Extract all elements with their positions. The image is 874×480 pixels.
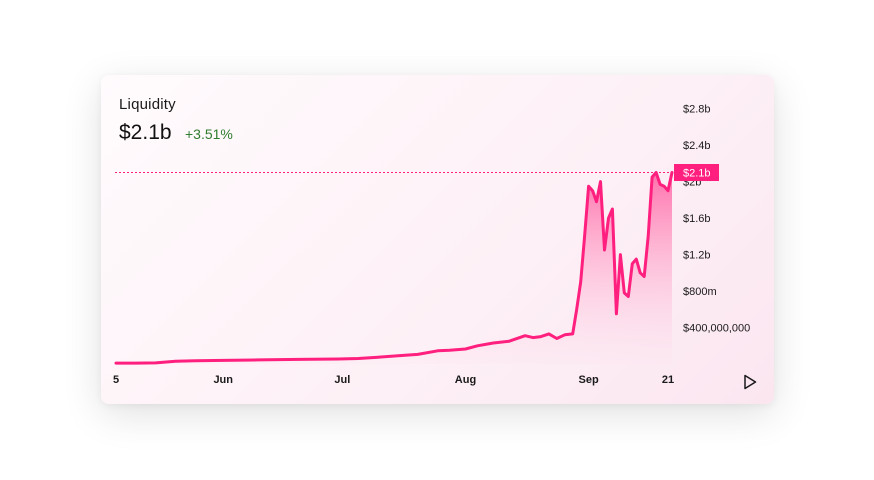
data-point[interactable] (563, 333, 567, 337)
data-point[interactable] (174, 359, 178, 363)
y-tick-label: $800m (683, 286, 717, 298)
data-point[interactable] (547, 332, 551, 336)
data-point[interactable] (463, 347, 467, 351)
x-tick-label: 21 (662, 374, 674, 386)
data-point[interactable] (507, 339, 511, 343)
data-point[interactable] (555, 336, 559, 340)
data-point[interactable] (448, 348, 452, 352)
data-point[interactable] (634, 257, 638, 261)
data-point[interactable] (193, 359, 197, 363)
data-point[interactable] (436, 349, 440, 353)
data-point[interactable] (491, 341, 495, 345)
data-point[interactable] (579, 280, 583, 284)
data-point[interactable] (523, 334, 527, 338)
data-point[interactable] (658, 182, 662, 186)
data-point[interactable] (602, 248, 606, 252)
x-tick-label: Aug (455, 374, 476, 386)
data-point[interactable] (134, 361, 138, 365)
data-point[interactable] (257, 358, 261, 362)
data-point[interactable] (297, 357, 301, 361)
data-point[interactable] (221, 358, 225, 362)
x-tick-label: 5 (113, 374, 119, 386)
data-point[interactable] (606, 216, 610, 220)
data-point[interactable] (610, 207, 614, 211)
x-tick-label: Sep (579, 374, 599, 386)
data-point[interactable] (618, 253, 622, 257)
data-point[interactable] (591, 189, 595, 193)
series-area (116, 172, 672, 364)
liquidity-chart[interactable]: $2.8b$2.4b$2b$1.6b$1.2b$800m$400,000,000… (101, 75, 774, 404)
data-point[interactable] (595, 200, 599, 204)
data-point[interactable] (662, 184, 666, 188)
series-line[interactable] (114, 171, 674, 365)
data-point[interactable] (356, 357, 360, 361)
liquidity-card: Liquidity $2.1b +3.51% $2.8b $2.4b $2b $1.6… (101, 75, 774, 404)
data-point[interactable] (646, 234, 650, 238)
data-point[interactable] (614, 312, 618, 316)
data-point[interactable] (114, 361, 118, 365)
data-point[interactable] (583, 234, 587, 238)
data-point[interactable] (396, 354, 400, 358)
data-point[interactable] (336, 357, 340, 361)
y-tick-label: $2.4b (683, 140, 711, 152)
current-value-badge (674, 164, 719, 182)
y-tick-label: $2.8b (683, 104, 711, 116)
play-button[interactable] (741, 373, 759, 391)
data-point[interactable] (154, 361, 158, 365)
data-point[interactable] (531, 336, 535, 340)
data-point[interactable] (599, 180, 603, 184)
current-value-badge-label: $2.1b (683, 168, 711, 180)
y-tick-label: $1.6b (683, 213, 711, 225)
data-point[interactable] (587, 184, 591, 188)
x-tick-label: Jul (334, 374, 350, 386)
data-point[interactable] (539, 335, 543, 339)
play-icon (744, 374, 757, 390)
data-point[interactable] (475, 344, 479, 348)
data-point[interactable] (575, 307, 579, 311)
x-tick-label: Jun (213, 374, 233, 386)
data-point[interactable] (571, 332, 575, 336)
y-tick-label: $400,000,000 (683, 323, 750, 335)
current-value: $2.1b (119, 121, 172, 144)
data-point[interactable] (650, 175, 654, 179)
data-point[interactable] (376, 355, 380, 359)
data-point[interactable] (630, 262, 634, 266)
data-point[interactable] (622, 291, 626, 295)
data-point[interactable] (626, 295, 630, 299)
y-tick-label: $1.2b (683, 250, 711, 262)
data-point[interactable] (666, 189, 670, 193)
change-percent: +3.51% (185, 126, 233, 142)
data-point[interactable] (416, 352, 420, 356)
data-point[interactable] (638, 271, 642, 275)
chart-title: Liquidity (119, 96, 176, 113)
data-point[interactable] (642, 274, 646, 278)
